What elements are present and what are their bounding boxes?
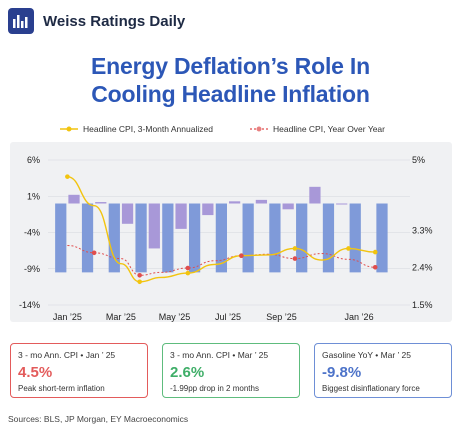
y-left-tick-label: 6% (27, 155, 40, 165)
point-yoy (372, 265, 378, 270)
card-key: Gasoline YoY • Mar ’ 25 (322, 350, 411, 360)
bar-blue (269, 203, 281, 273)
point-3m (346, 246, 351, 251)
point-yoy (239, 253, 244, 258)
bar-purple (202, 203, 214, 216)
point-yoy (185, 265, 191, 271)
bar-purple (148, 203, 160, 249)
point-yoy (292, 256, 298, 261)
bar-blue (322, 203, 335, 273)
x-tick-label: Jan ’25 (53, 312, 82, 322)
y-left-tick-label: 1% (27, 191, 40, 201)
bar-purple (336, 203, 348, 205)
x-tick-label: Mar ’25 (106, 312, 136, 322)
point-3m (185, 270, 191, 276)
brand-name: Weiss Ratings Daily (43, 12, 186, 30)
bar-blue (349, 203, 361, 273)
bar-blue (376, 203, 388, 273)
chart-bars-icon (8, 8, 34, 34)
x-tick-label: May ’25 (159, 312, 191, 322)
brand: Weiss Ratings Daily (8, 6, 185, 36)
y-right-tick-label: 5% (412, 155, 425, 165)
legend: Headline CPI, 3-Month Annualized Headlin… (0, 124, 461, 138)
y-left-tick-label: -4% (24, 228, 40, 238)
bar-blue (55, 203, 67, 273)
series-line-3m (67, 175, 376, 283)
point-3m (65, 174, 70, 179)
chart-title: Energy Deflation’s Role In Cooling Headl… (0, 52, 461, 108)
card-desc: Peak short-term inflation (18, 384, 105, 393)
bar-blue (108, 203, 120, 273)
chart-svg: 6% 1% -4% -9% -14% 5% 3.3% 2.4% 1.5% Jan ’25 Mar ’… (19, 155, 433, 322)
bar-blue (81, 203, 94, 273)
legend-item-yoy: Headline CPI, Year Over Year (250, 124, 385, 134)
y-left-tick-label: -9% (24, 264, 40, 274)
bar-blue (242, 203, 254, 273)
point-yoy (137, 272, 142, 278)
bar-purple (95, 202, 107, 204)
point-3m (372, 249, 378, 255)
bar-purple (68, 194, 80, 204)
card-key: 3 - mo Ann. CPI • Mar ’ 25 (170, 350, 269, 360)
y-right-tick-label: 2.4% (412, 263, 433, 273)
card-key: 3 - mo Ann. CPI • Jan ’ 25 (18, 350, 116, 360)
point-3m (292, 246, 298, 251)
bar-purple (309, 186, 321, 204)
bar-blue (215, 203, 227, 273)
title-line-1: Energy Deflation’s Role In (91, 53, 370, 79)
bar-blue (135, 203, 147, 273)
bar-purple (121, 203, 134, 224)
bar-purple (255, 199, 268, 204)
x-tick-label: Jan ’26 (345, 312, 374, 322)
x-tick-label: Jul ’25 (215, 312, 241, 322)
sources-note: Sources: BLS, JP Morgan, EY Macroeconomi… (8, 414, 189, 424)
y-right-tick-label: 3.3% (412, 225, 433, 235)
point-3m (137, 279, 142, 285)
stat-card-gasoline: Gasoline YoY • Mar ’ 25 -9.8% Biggest di… (314, 343, 452, 398)
y-left-tick-label: -14% (19, 300, 40, 310)
card-desc: Biggest disinflationary force (322, 384, 420, 393)
bar-blue (296, 203, 308, 273)
y-right-tick-label: 1.5% (412, 300, 433, 310)
stat-card-mar: 3 - mo Ann. CPI • Mar ’ 25 2.6% -1.99pp … (162, 343, 300, 398)
card-value: -9.8% (322, 364, 362, 381)
point-yoy (91, 250, 97, 256)
bar-purple (282, 203, 294, 210)
bar-blue (188, 203, 201, 273)
bar-blue (162, 203, 174, 273)
x-tick-label: Sep ’25 (266, 312, 297, 322)
legend-label-3m: Headline CPI, 3-Month Annualized (83, 124, 213, 134)
title-line-2: Cooling Headline Inflation (91, 81, 370, 107)
legend-label-yoy: Headline CPI, Year Over Year (273, 124, 385, 134)
legend-item-3m: Headline CPI, 3-Month Annualized (60, 124, 213, 134)
bar-purple (175, 203, 187, 229)
bar-purple (229, 201, 241, 204)
card-desc: -1.99pp drop in 2 months (170, 384, 259, 393)
card-value: 2.6% (170, 364, 205, 381)
card-value: 4.5% (18, 364, 53, 381)
stat-card-peak: 3 - mo Ann. CPI • Jan ’ 25 4.5% Peak sho… (10, 343, 148, 398)
